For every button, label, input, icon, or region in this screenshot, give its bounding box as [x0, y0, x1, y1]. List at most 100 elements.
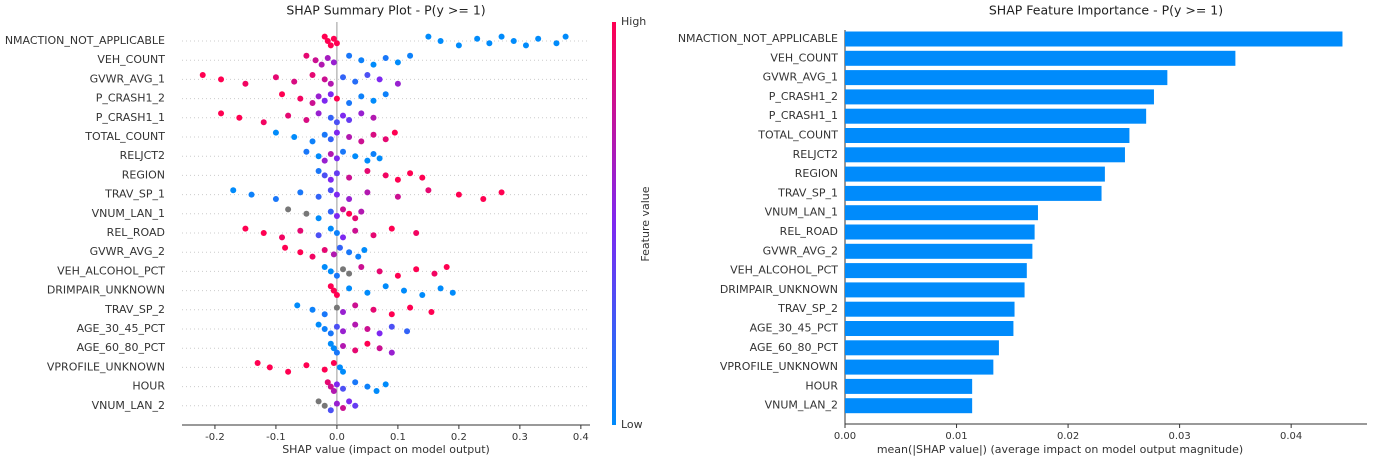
bar — [845, 205, 1038, 221]
point — [321, 402, 328, 409]
point — [340, 148, 347, 155]
point — [297, 227, 304, 234]
point — [327, 268, 334, 275]
point — [394, 272, 401, 279]
point — [340, 112, 347, 119]
point — [346, 117, 353, 123]
point — [346, 174, 353, 181]
bar — [845, 147, 1125, 163]
point — [327, 383, 334, 390]
point — [394, 193, 401, 200]
point — [370, 232, 377, 239]
point — [370, 151, 377, 157]
point — [388, 349, 395, 356]
point — [333, 95, 340, 102]
colorbar-high: High — [621, 15, 646, 28]
point — [285, 112, 292, 119]
bar — [845, 321, 1014, 336]
point — [297, 95, 304, 102]
point — [272, 74, 279, 81]
point — [315, 398, 322, 405]
point — [400, 287, 407, 294]
point — [303, 52, 310, 59]
point — [315, 110, 322, 117]
point — [352, 153, 359, 160]
point — [437, 285, 444, 292]
point — [370, 97, 377, 104]
point — [437, 38, 444, 44]
point — [382, 136, 389, 143]
y-tick-label: REL_ROAD — [107, 226, 165, 239]
point — [333, 155, 340, 162]
bar — [845, 31, 1343, 47]
bar — [845, 282, 1025, 298]
y-tick-label: TRAV_SP_1 — [104, 188, 165, 201]
point — [330, 35, 337, 42]
point — [498, 33, 505, 40]
point — [364, 189, 371, 196]
x-tick-label: 0.1 — [390, 432, 406, 443]
point — [321, 76, 328, 83]
y-tick-label: P_CRASH1_2 — [769, 90, 838, 103]
y-tick-label: AGE_30_45_PCT — [750, 322, 839, 335]
point — [330, 251, 337, 258]
x-axis-label: mean(|SHAP value|) (average impact on mo… — [877, 443, 1243, 456]
point — [358, 93, 365, 100]
point — [419, 174, 426, 181]
x-tick-label: 0.0 — [329, 432, 345, 443]
point — [404, 328, 411, 335]
point — [407, 170, 414, 177]
point — [340, 234, 347, 241]
y-tick-label: RELJCT2 — [120, 149, 165, 162]
point — [315, 321, 322, 328]
point — [321, 326, 328, 332]
colorbar-label: Feature value — [639, 186, 652, 261]
y-tick-label: RELJCT2 — [793, 148, 838, 161]
y-tick-label: TRAV_SP_2 — [777, 302, 838, 315]
point — [327, 176, 334, 183]
point — [455, 191, 462, 198]
x-tick-label: 0.04 — [1280, 431, 1302, 442]
x-axis-label: SHAP value (impact on model output) — [282, 443, 490, 456]
y-tick-label: VNUM_LAN_1 — [765, 206, 838, 219]
point — [340, 343, 347, 349]
point — [324, 379, 331, 386]
point — [333, 191, 340, 198]
point — [394, 80, 401, 87]
point — [327, 187, 334, 194]
point — [291, 134, 298, 140]
point — [327, 114, 334, 121]
y-tick-label: DRIMPAIR_UNKNOWN — [720, 283, 838, 296]
y-tick-label: VEH_COUNT — [97, 53, 165, 66]
point — [330, 388, 337, 394]
point — [266, 364, 273, 371]
y-tick-label: GVWR_AVG_2 — [90, 245, 165, 258]
bar — [845, 128, 1130, 143]
point — [358, 208, 365, 215]
point — [260, 119, 267, 126]
point — [346, 285, 353, 292]
point — [333, 304, 340, 311]
point — [340, 385, 347, 392]
point — [327, 283, 334, 290]
point — [297, 189, 304, 196]
point — [285, 368, 292, 375]
point — [352, 215, 359, 222]
y-tick-label: HOUR — [132, 380, 165, 393]
y-tick-label: GVWR_AVG_1 — [763, 71, 838, 84]
point — [346, 398, 353, 405]
point — [327, 330, 334, 337]
point — [324, 38, 331, 44]
point — [321, 131, 328, 138]
y-tick-label: TOTAL_COUNT — [757, 129, 838, 142]
point — [382, 283, 389, 290]
point — [358, 264, 365, 270]
point — [242, 225, 249, 232]
point — [355, 253, 362, 260]
x-tick-label: 0.2 — [451, 432, 467, 443]
point — [361, 247, 368, 253]
point — [333, 170, 340, 177]
point — [327, 340, 334, 347]
point — [330, 345, 337, 352]
